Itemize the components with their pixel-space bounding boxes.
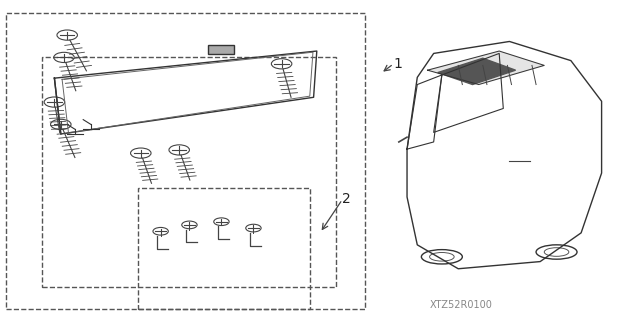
- Text: 2: 2: [342, 192, 351, 206]
- Bar: [6, 13, 365, 309]
- Polygon shape: [438, 58, 516, 85]
- Text: XTZ52R0100: XTZ52R0100: [429, 300, 492, 310]
- Polygon shape: [428, 51, 544, 85]
- FancyBboxPatch shape: [208, 45, 234, 54]
- Bar: [138, 188, 310, 309]
- Bar: [42, 57, 336, 287]
- Text: 1: 1: [394, 57, 403, 71]
